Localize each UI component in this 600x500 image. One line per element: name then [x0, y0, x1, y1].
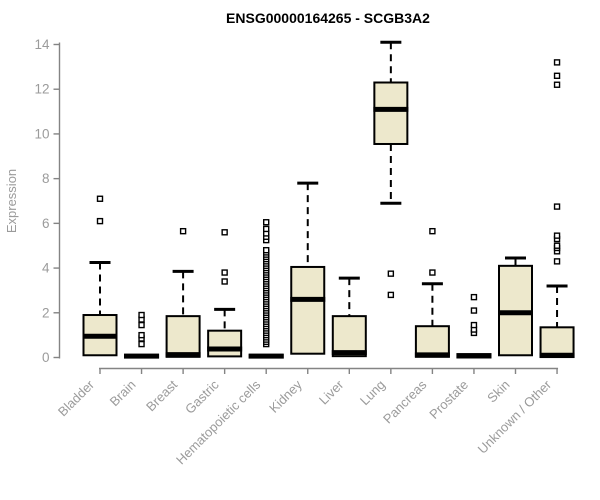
y-tick-label: 4	[42, 261, 50, 276]
outlier-point	[263, 225, 270, 233]
y-tick-label: 0	[42, 350, 50, 365]
outlier-point	[553, 242, 561, 249]
outlier-point	[429, 227, 436, 235]
x-tick-label-gastric: Gastric	[182, 377, 222, 417]
y-tick-label: 10	[34, 126, 49, 141]
outlier-point	[470, 321, 478, 329]
boxplot-unknown-other	[539, 59, 575, 359]
x-tick-label-prostate: Prostate	[426, 377, 471, 422]
box	[165, 315, 201, 358]
x-tick-label-pancreas: Pancreas	[380, 377, 430, 427]
boxplot-hematopoietic-cells	[248, 219, 284, 359]
boxplot-prostate	[456, 293, 492, 359]
boxplot-kidney	[290, 181, 326, 355]
outlier-point	[96, 217, 104, 225]
outlier-point	[179, 227, 187, 235]
y-tick-label: 2	[42, 305, 50, 320]
boxplot-lung	[373, 40, 409, 299]
outlier-point	[553, 232, 561, 239]
outlier-point	[138, 331, 145, 339]
x-tick-label-bladder: Bladder	[55, 377, 98, 420]
boxplot-brain	[124, 311, 160, 359]
boxplot-liver	[331, 276, 367, 358]
outlier-point	[96, 195, 104, 202]
x-tick-label-lung: Lung	[357, 377, 388, 408]
box	[207, 329, 243, 358]
outlier-point	[138, 340, 145, 348]
boxplot-breast	[165, 227, 201, 358]
x-tick-label-brain: Brain	[107, 377, 139, 409]
box	[539, 326, 575, 359]
outlier-point	[553, 258, 561, 265]
x-tick-label-kidney: Kidney	[266, 377, 305, 416]
y-tick-label: 6	[42, 216, 50, 231]
boxplot-pancreas	[414, 227, 450, 358]
boxplot-skin	[498, 256, 533, 357]
outlier-point	[553, 203, 561, 210]
outlier-point	[429, 269, 436, 276]
outlier-point	[263, 219, 270, 226]
outlier-point	[387, 291, 395, 299]
outlier-point	[221, 229, 228, 236]
outlier-point	[138, 311, 145, 319]
outlier-point	[470, 307, 478, 314]
x-tick-label-breast: Breast	[143, 377, 180, 414]
boxplot-gastric	[207, 229, 243, 358]
outlier-point	[553, 81, 561, 88]
outlier-point	[221, 269, 228, 276]
x-tick-label-liver: Liver	[316, 377, 347, 408]
x-tick-label-unknown-other: Unknown / Other	[475, 377, 555, 457]
box	[414, 325, 450, 358]
box	[331, 315, 367, 358]
y-tick-label: 8	[42, 171, 50, 186]
outlier-point	[553, 59, 561, 66]
chart-title: ENSG00000164265 - SCGB3A2	[226, 10, 430, 26]
outlier-point	[263, 246, 270, 254]
y-tick-label: 12	[34, 82, 49, 97]
y-axis-title: Expression	[4, 169, 19, 233]
x-tick-label-skin: Skin	[484, 377, 512, 405]
outlier-point	[221, 278, 228, 285]
box	[290, 265, 326, 355]
outlier-point	[387, 270, 395, 277]
boxplot-bladder	[82, 195, 118, 357]
y-tick-label: 14	[34, 37, 50, 52]
outlier-point	[470, 293, 478, 301]
outlier-point	[138, 321, 145, 329]
outlier-point	[553, 72, 561, 80]
box	[373, 81, 409, 145]
